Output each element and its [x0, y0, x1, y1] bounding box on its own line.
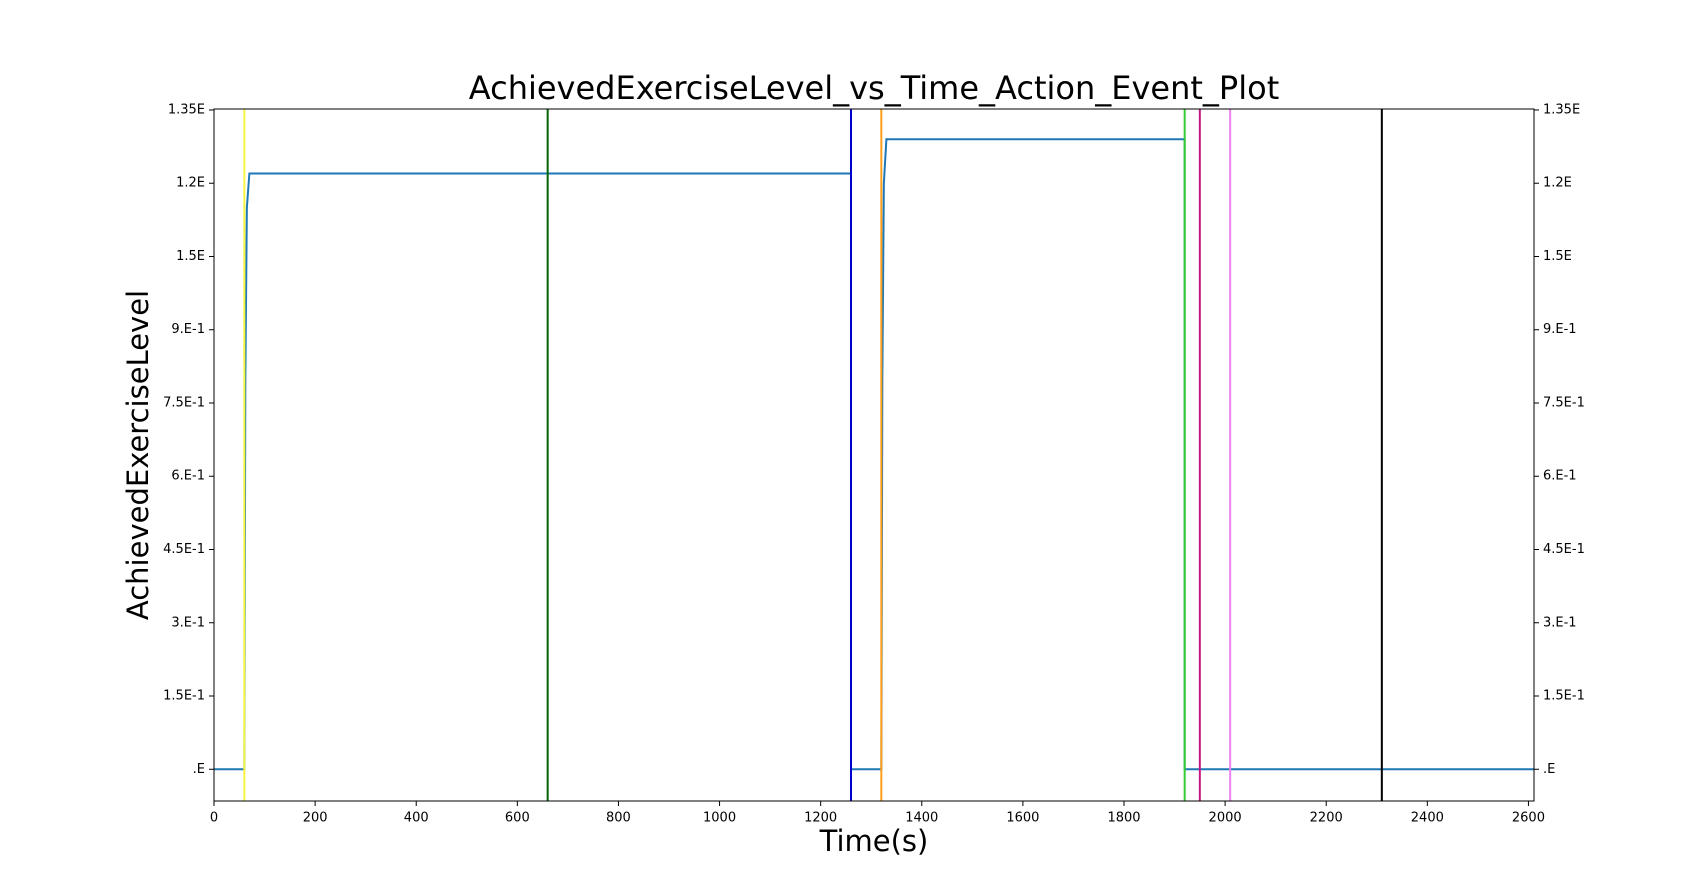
x-tick-label: 1400 [905, 811, 938, 826]
x-tick-label: 600 [505, 811, 530, 826]
y2-tick-label: 7.5E-1 [1543, 395, 1585, 410]
x-axis-label: Time(s) [819, 824, 929, 858]
x-tick-label: 200 [303, 811, 328, 826]
chart-title: AchievedExerciseLevel_vs_Time_Action_Eve… [469, 69, 1279, 107]
x-tick-label: 2200 [1310, 811, 1343, 826]
plot-frame [213, 108, 1535, 802]
x-tick-label: 1600 [1006, 811, 1039, 826]
y2-tick-label: .E [1543, 762, 1555, 777]
y2-tick-label: 4.5E-1 [1543, 542, 1585, 557]
x-tick-label: 1200 [804, 811, 837, 826]
data-line [214, 138, 1534, 771]
y-tick-label: 3.E-1 [171, 615, 205, 630]
y-tick-label: 1.2E [176, 176, 205, 191]
y2-tick-label: 1.35E [1543, 102, 1580, 117]
x-tick-label: 400 [404, 811, 429, 826]
y2-tick-label: 1.2E [1543, 176, 1572, 191]
y2-tick-label: 9.E-1 [1543, 322, 1577, 337]
y-tick-label: 9.E-1 [171, 322, 205, 337]
x-tick-label: 1800 [1107, 811, 1140, 826]
y-tick-label: .E [193, 762, 205, 777]
y2-tick-label: 6.E-1 [1543, 469, 1577, 484]
x-tick-label: 2600 [1512, 811, 1545, 826]
y-tick-label: 6.E-1 [171, 469, 205, 484]
x-tick-label: 2400 [1411, 811, 1444, 826]
y-tick-label: 1.5E-1 [163, 689, 205, 704]
x-tick-label: 2000 [1209, 811, 1242, 826]
y-tick-label: 1.35E [168, 102, 205, 117]
y2-tick-label: 1.5E-1 [1543, 689, 1585, 704]
y2-tick-label: 3.E-1 [1543, 615, 1577, 630]
y-tick-label: 1.5E [176, 249, 205, 264]
y-axis-label: AchievedExerciseLevel [121, 290, 155, 620]
y-tick-label: 7.5E-1 [163, 395, 205, 410]
x-tick-label: 800 [606, 811, 631, 826]
y-tick-label: 4.5E-1 [163, 542, 205, 557]
x-tick-label: 0 [210, 811, 218, 826]
y2-tick-label: 1.5E [1543, 249, 1572, 264]
x-tick-label: 1000 [703, 811, 736, 826]
